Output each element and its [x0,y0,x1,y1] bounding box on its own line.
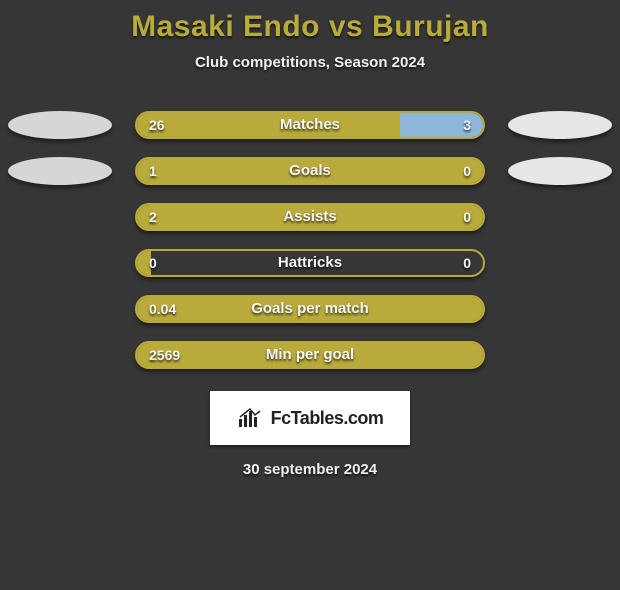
stat-bar: 0 0Hattricks [135,249,485,277]
page-title: Masaki Endo vs Burujan [0,10,620,44]
stat-row: 2569Min per goal [0,341,620,369]
player-right-ellipse [508,157,612,185]
date-label: 30 september 2024 [0,461,620,478]
stat-bar: 0.04Goals per match [135,295,485,323]
stat-row: 0.04Goals per match [0,295,620,323]
stat-bar-left-fill [137,205,483,229]
subtitle: Club competitions, Season 2024 [0,54,620,71]
stat-value-left: 0.04 [149,297,176,323]
stat-row: 20Assists [0,203,620,231]
stat-bar: 263Matches [135,111,485,139]
stat-bar: 10Goals [135,157,485,185]
stat-value-right: 3 [463,113,471,139]
stat-value-left: 26 [149,113,165,139]
stat-value-left: 0 [149,251,157,277]
player-left-ellipse [8,111,112,139]
stats-container: 263Matches10Goals20Assists00Hattricks0.0… [0,111,620,369]
player-right-ellipse [508,111,612,139]
stat-bar: 2569Min per goal [135,341,485,369]
stat-value-right: 0 [463,205,471,231]
brand-text: FcTables.com [271,408,384,429]
stat-value-left: 2 [149,205,157,231]
stat-row: 10Goals [0,157,620,185]
stat-value-right: 0 [463,251,471,277]
stat-value-right: 0 [463,159,471,185]
stat-bar-left-fill [137,159,483,183]
stat-bar-left-fill [137,343,483,367]
brand-logo-icon [237,407,265,429]
stat-value-left: 1 [149,159,157,185]
stat-row: 0 0Hattricks [0,249,620,277]
stat-bar-left-fill [137,113,400,137]
brand-box: FcTables.com [210,391,410,445]
stat-bar: 20Assists [135,203,485,231]
stat-bar-left-fill [137,297,483,321]
stat-value-left: 2569 [149,343,180,369]
stat-row: 263Matches [0,111,620,139]
player-left-ellipse [8,157,112,185]
stat-label: Hattricks [137,251,483,277]
